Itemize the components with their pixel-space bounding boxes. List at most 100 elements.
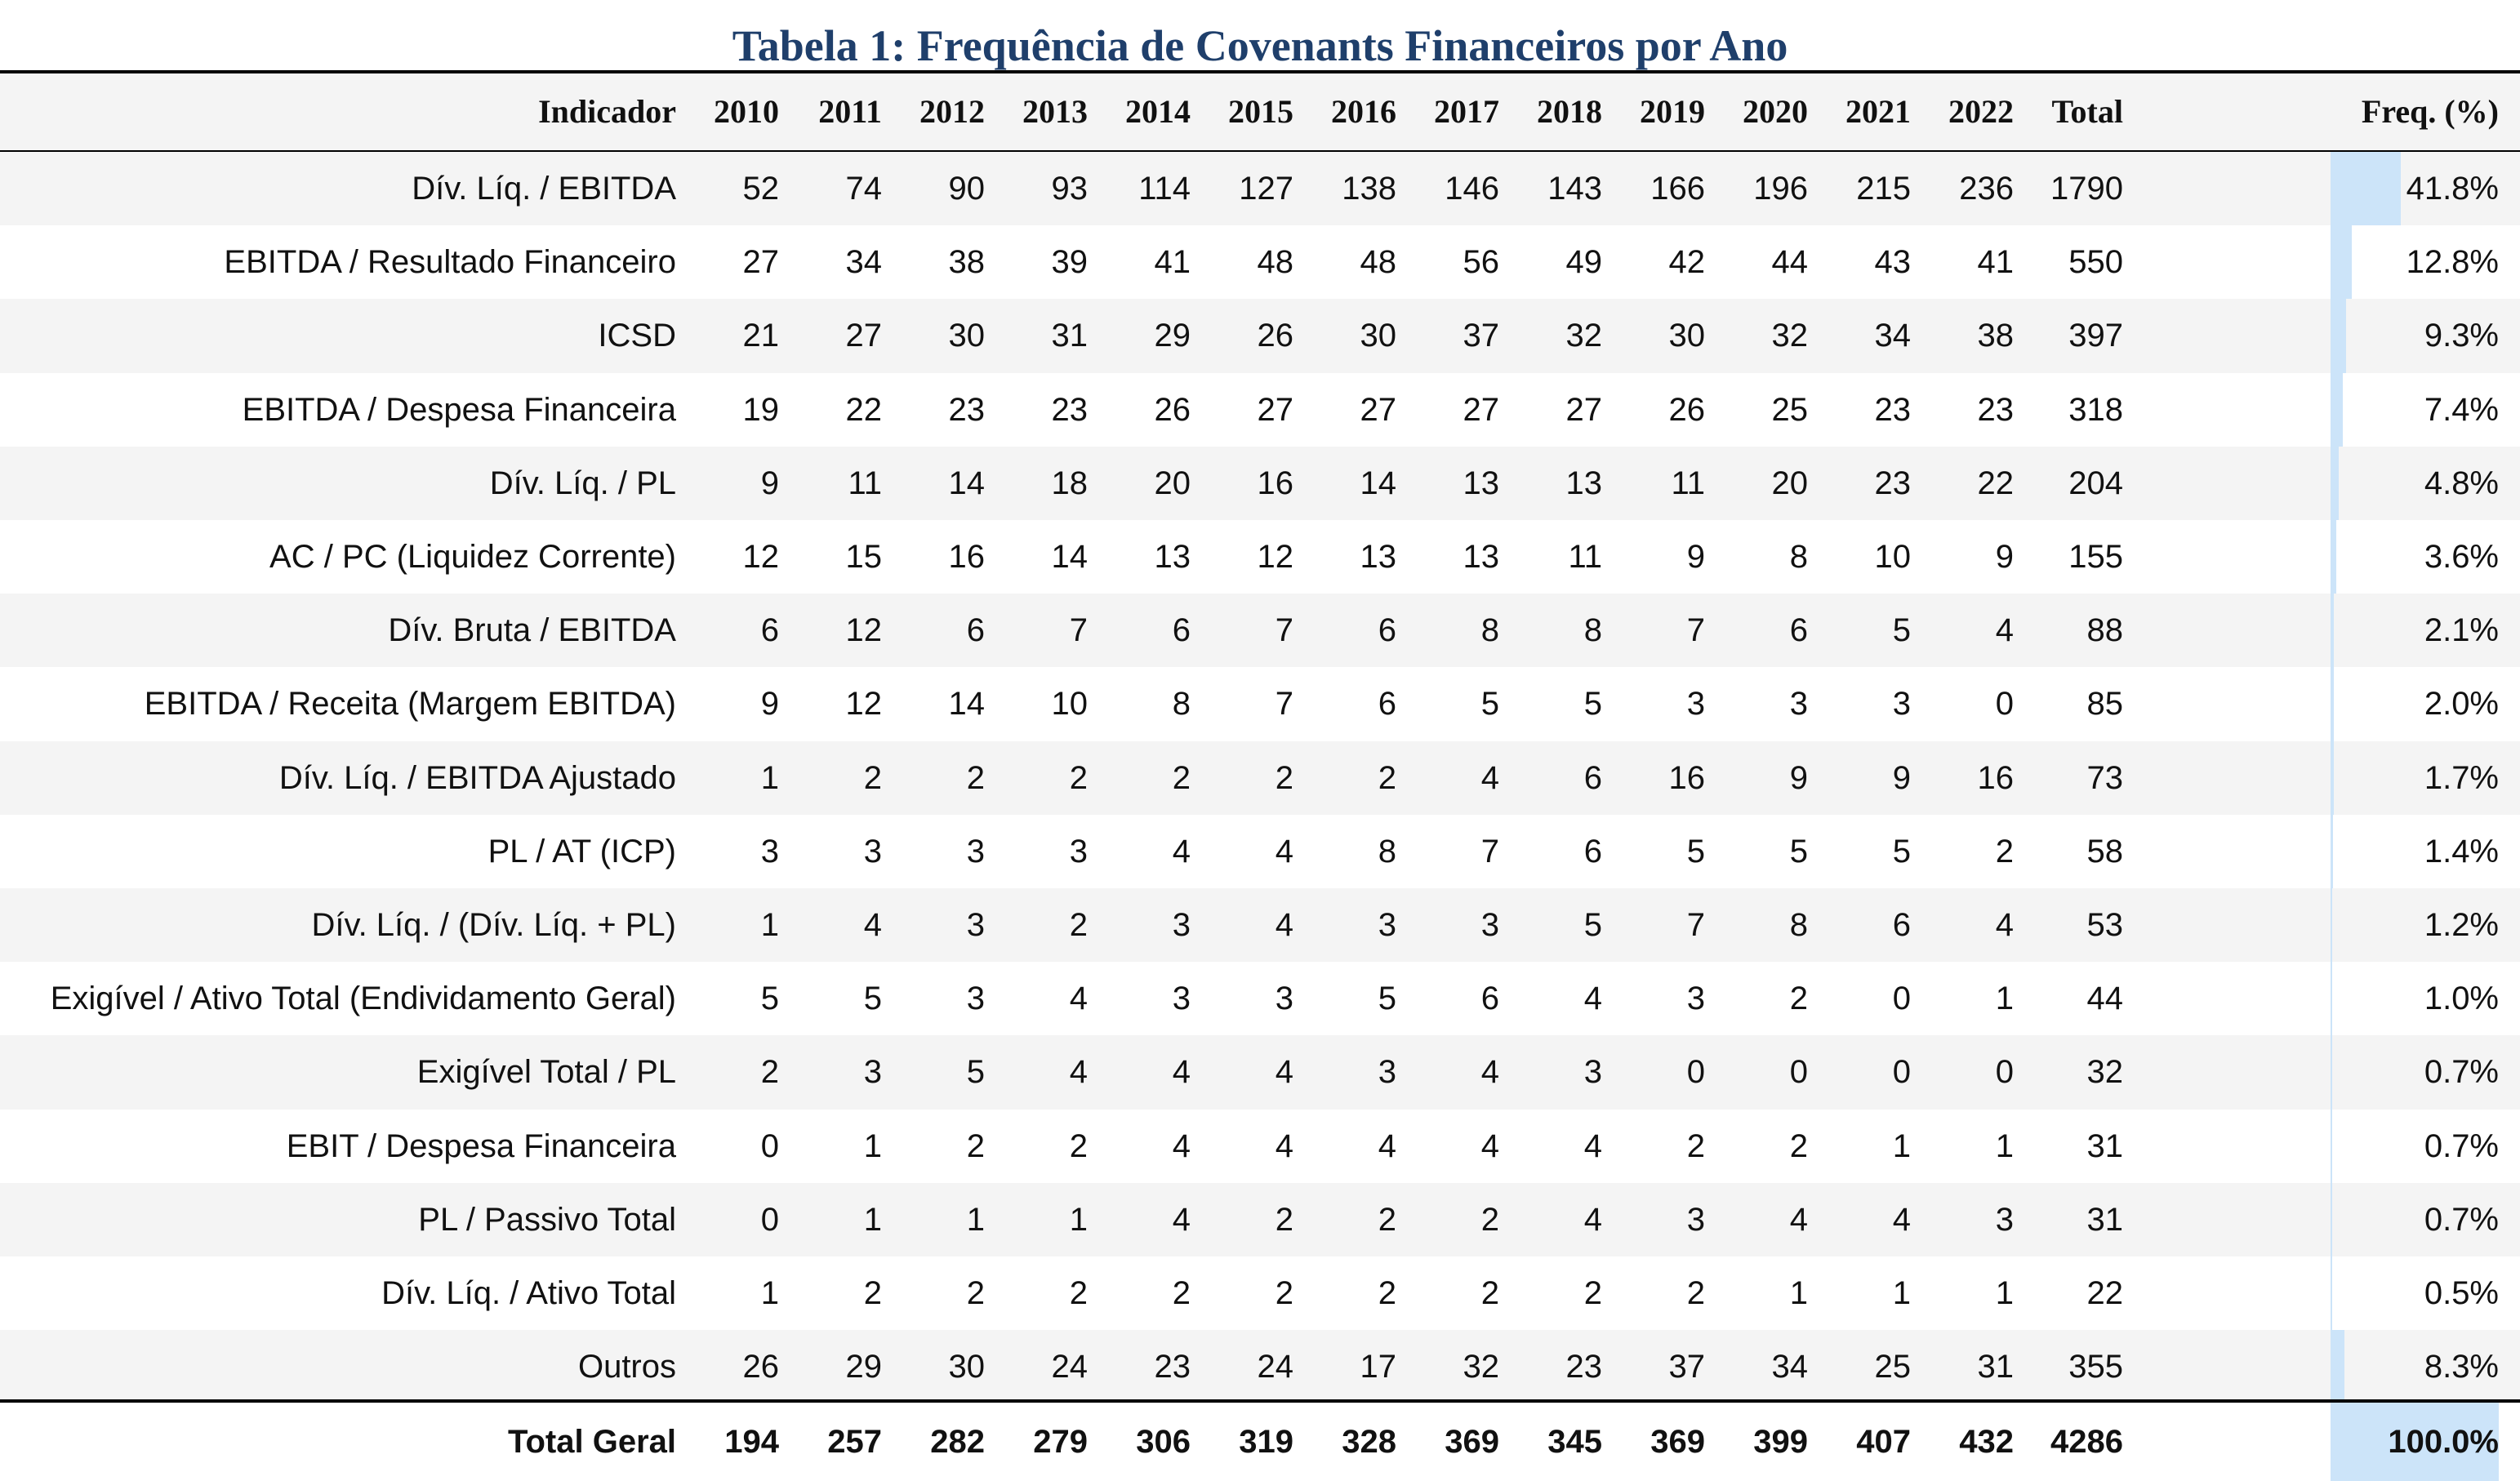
top-rule: [0, 70, 2520, 73]
cell-value: 5: [1583, 907, 1602, 943]
cell-value: 114: [1138, 171, 1191, 207]
cell-value: 16: [1257, 465, 1294, 501]
cell-value: 23: [1565, 1349, 1603, 1385]
cell-value: 23: [1051, 392, 1089, 428]
total-value: 345: [1547, 1424, 1602, 1460]
cell-value: 4: [1480, 1054, 1499, 1090]
cell-value: 2: [1275, 760, 1293, 796]
cell-value: 2: [1378, 1202, 1396, 1238]
cell-value: 3: [966, 834, 985, 869]
cell-value: 16: [948, 539, 986, 575]
row-freq: 3.6%: [2424, 539, 2499, 575]
cell-value: 6: [1480, 981, 1499, 1016]
row-total: 550: [2068, 244, 2123, 280]
cell-value: 4: [1069, 1054, 1088, 1090]
table-row: [0, 152, 2520, 225]
cell-value: 1: [760, 1275, 779, 1311]
cell-value: 1: [966, 1202, 985, 1238]
cell-value: 48: [1257, 244, 1294, 280]
cell-value: 37: [1668, 1349, 1706, 1385]
cell-value: 1: [760, 760, 779, 796]
cell-value: 8: [1172, 686, 1191, 722]
header-year: 2010: [714, 93, 779, 130]
cell-value: 26: [742, 1349, 780, 1385]
cell-value: 3: [863, 834, 882, 869]
cell-value: 2: [966, 1275, 985, 1311]
cell-value: 3: [1995, 1202, 2014, 1238]
cell-value: 7: [1275, 686, 1293, 722]
cell-value: 27: [1360, 392, 1397, 428]
row-freq: 4.8%: [2424, 465, 2499, 501]
cell-value: 7: [1275, 612, 1293, 648]
cell-value: 4: [1892, 1202, 1911, 1238]
cell-value: 34: [1874, 318, 1912, 354]
cell-value: 5: [1583, 686, 1602, 722]
cell-value: 9: [760, 686, 779, 722]
cell-value: 3: [1172, 907, 1191, 943]
cell-value: 27: [1463, 392, 1500, 428]
row-freq: 0.5%: [2424, 1275, 2499, 1311]
cell-value: 23: [1874, 465, 1912, 501]
row-freq: 7.4%: [2424, 392, 2499, 428]
cell-value: 5: [1686, 834, 1705, 869]
header-year: 2018: [1537, 93, 1602, 130]
cell-value: 1: [760, 907, 779, 943]
cell-value: 0: [760, 1202, 779, 1238]
header-year: 2015: [1228, 93, 1293, 130]
cell-value: 8: [1480, 612, 1499, 648]
row-label: PL / Passivo Total: [418, 1202, 676, 1238]
cell-value: 2: [1069, 760, 1088, 796]
cell-value: 26: [1668, 392, 1706, 428]
cell-value: 4: [1275, 1128, 1293, 1164]
row-freq: 41.8%: [2406, 171, 2499, 207]
cell-value: 34: [1771, 1349, 1809, 1385]
cell-value: 56: [1463, 244, 1500, 280]
cell-value: 10: [1874, 539, 1912, 575]
cell-value: 5: [1480, 686, 1499, 722]
header-year: 2021: [1845, 93, 1911, 130]
cell-value: 166: [1650, 171, 1705, 207]
cell-value: 3: [1480, 907, 1499, 943]
row-label: Dív. Líq. / Ativo Total: [381, 1275, 676, 1311]
cell-value: 4: [1480, 1128, 1499, 1164]
cell-value: 41: [1154, 244, 1191, 280]
cell-value: 4: [1480, 760, 1499, 796]
row-label: Dív. Líq. / PL: [489, 465, 676, 501]
total-value: 282: [930, 1424, 985, 1460]
cell-value: 8: [1789, 907, 1808, 943]
cell-value: 2: [760, 1054, 779, 1090]
header-year: 2016: [1331, 93, 1396, 130]
cell-value: 1: [1995, 1128, 2014, 1164]
table-row: [0, 373, 2520, 447]
cell-value: 2: [1583, 1275, 1602, 1311]
cell-value: 34: [845, 244, 883, 280]
cell-value: 29: [845, 1349, 883, 1385]
cell-value: 30: [948, 318, 986, 354]
header-year: 2013: [1022, 93, 1088, 130]
cell-value: 12: [1257, 539, 1294, 575]
cell-value: 6: [966, 612, 985, 648]
cell-value: 13: [1565, 465, 1603, 501]
row-freq: 1.4%: [2424, 834, 2499, 869]
cell-value: 39: [1051, 244, 1089, 280]
row-freq: 2.1%: [2424, 612, 2499, 648]
cell-value: 7: [1069, 612, 1088, 648]
freq-bar: [2331, 225, 2353, 299]
cell-value: 1: [1995, 981, 2014, 1016]
row-label: EBITDA / Receita (Margem EBITDA): [144, 686, 676, 722]
table-row: [0, 225, 2520, 299]
cell-value: 4: [1789, 1202, 1808, 1238]
cell-value: 49: [1565, 244, 1603, 280]
cell-value: 13: [1360, 539, 1397, 575]
cell-value: 3: [1686, 1202, 1705, 1238]
table-row: [0, 1256, 2520, 1330]
row-label: EBITDA / Resultado Financeiro: [224, 244, 676, 280]
row-freq: 0.7%: [2424, 1054, 2499, 1090]
row-freq: 2.0%: [2424, 686, 2499, 722]
cell-value: 16: [1668, 760, 1706, 796]
row-total: 85: [2086, 686, 2124, 722]
cell-value: 32: [1565, 318, 1603, 354]
cell-value: 2: [1789, 1128, 1808, 1164]
cell-value: 6: [1172, 612, 1191, 648]
cell-value: 38: [1977, 318, 2015, 354]
